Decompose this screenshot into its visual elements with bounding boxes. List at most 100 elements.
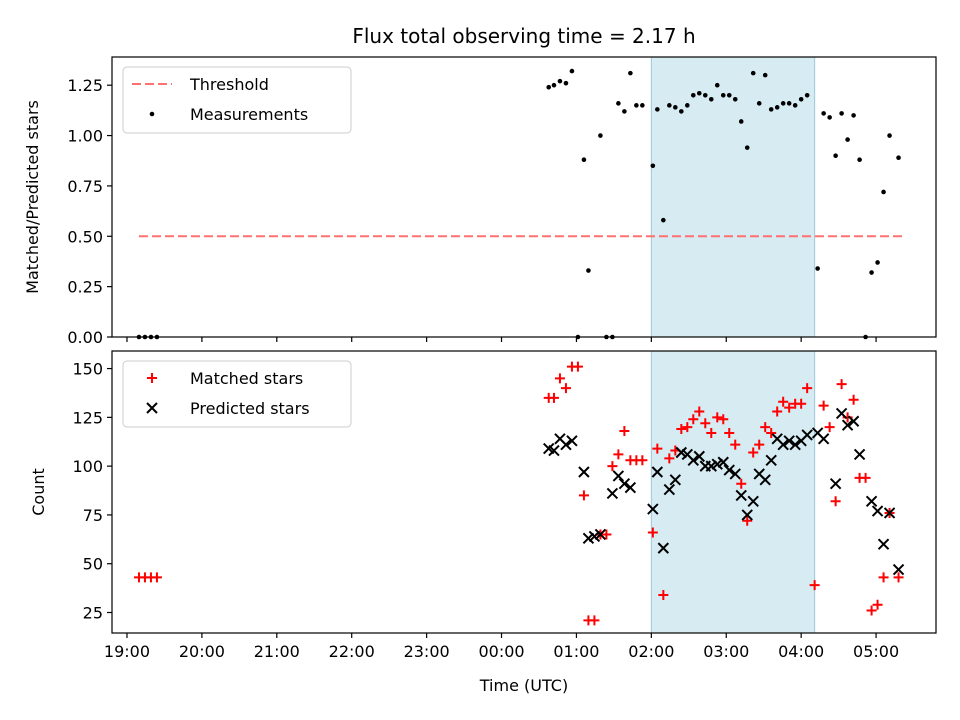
y-tick-label: 1.25 xyxy=(67,76,103,95)
matched-stars-marker xyxy=(778,396,789,407)
predicted-stars-marker xyxy=(618,477,631,490)
legend-matched-swatch xyxy=(147,373,157,383)
predicted-stars-marker xyxy=(566,435,578,447)
matched-stars-marker xyxy=(607,461,618,472)
matched-stars-marker xyxy=(748,447,759,458)
matched-stars-marker xyxy=(658,589,669,600)
measurement-point xyxy=(851,113,856,118)
predicted-stars-marker xyxy=(729,468,741,480)
matched-stars-marker xyxy=(724,427,735,438)
predicted-stars-marker xyxy=(606,487,619,500)
x-tick-label: 00:00 xyxy=(478,642,524,661)
measurement-point xyxy=(827,115,832,120)
predicted-stars-marker xyxy=(841,419,854,431)
predicted-stars-marker xyxy=(892,563,905,576)
x-tick-label: 22:00 xyxy=(329,642,375,661)
bottom-panel: 19:00 20:00 21:00 22:00 23:00 00:00 01:00 02:00… xyxy=(29,350,937,695)
predicted-stars-marker xyxy=(817,433,830,445)
x-axis-label: Time (UTC) xyxy=(479,676,568,695)
matched-stars-marker xyxy=(802,383,813,394)
matched-stars-marker xyxy=(700,418,711,429)
y-tick-label: 150 xyxy=(72,360,103,379)
matched-stars-marker xyxy=(712,412,723,423)
measurement-point xyxy=(720,92,726,98)
matched-stars-marker xyxy=(151,572,162,583)
measurement-point xyxy=(696,90,702,96)
predicted-stars-marker xyxy=(829,477,842,490)
measurement-point xyxy=(732,97,738,102)
legend-box xyxy=(122,360,352,428)
legend-label: Predicted stars xyxy=(190,399,310,418)
matched-stars-marker xyxy=(676,424,687,435)
y-tick-label: 75 xyxy=(83,506,103,525)
x-tick-label: 01:00 xyxy=(553,642,599,661)
y-tick-label: 25 xyxy=(83,604,103,623)
measurement-point xyxy=(690,92,696,98)
measurement-point xyxy=(768,107,774,112)
x-tick-label: 21:00 xyxy=(254,642,300,661)
predicted-stars-marker xyxy=(624,481,637,494)
measurement-point xyxy=(875,260,880,265)
measurement-point xyxy=(896,155,901,161)
matched-stars-marker xyxy=(560,383,571,394)
observing-span xyxy=(650,350,816,634)
y-tick-label: 50 xyxy=(83,555,103,574)
measurement-point xyxy=(798,97,804,102)
predicted-stars-marker xyxy=(657,542,670,554)
measurement-point xyxy=(586,268,591,273)
measurement-point xyxy=(804,92,810,98)
measurement-point xyxy=(661,217,666,223)
y-axis-label: Count xyxy=(29,468,48,516)
matched-stars-marker xyxy=(589,615,600,626)
matched-stars-marker xyxy=(736,478,747,489)
measurement-point xyxy=(702,92,708,98)
measurement-point xyxy=(750,70,756,76)
predicted-stars-marker xyxy=(663,483,676,496)
matched-stars-marker xyxy=(784,402,795,413)
matched-stars-marker xyxy=(730,439,741,450)
legend-box xyxy=(122,66,352,134)
predicted-stars-marker xyxy=(747,495,759,507)
matched-stars-marker xyxy=(554,373,565,384)
measurement-point xyxy=(581,157,587,163)
measurement-point xyxy=(679,109,684,114)
measurement-point xyxy=(557,78,563,84)
matched-stars-marker xyxy=(664,453,675,464)
predicted-stars-marker xyxy=(765,454,777,466)
matched-stars-marker xyxy=(893,572,904,583)
measurement-point xyxy=(546,84,552,90)
measurement-point xyxy=(714,82,720,88)
measurement-point xyxy=(634,103,639,108)
measurement-point xyxy=(569,68,575,74)
predicted-stars-marker xyxy=(717,456,729,468)
measurement-point xyxy=(815,266,820,271)
measurement-point xyxy=(792,103,798,108)
matched-stars-marker xyxy=(694,406,705,417)
matched-stars-marker xyxy=(766,427,777,438)
predicted-stars-marker xyxy=(578,466,590,478)
x-tick-label: 19:00 xyxy=(104,642,150,661)
y-tick-label: 1.00 xyxy=(67,127,103,146)
predicted-stars-marker xyxy=(877,538,890,550)
predicted-stars-marker xyxy=(612,470,625,482)
y-tick-label: 0.00 xyxy=(67,328,103,347)
measurement-point xyxy=(685,103,690,108)
predicted-stars-marker xyxy=(741,509,753,521)
measurement-point xyxy=(726,92,732,98)
measurement-point xyxy=(774,105,780,110)
matched-stars-marker xyxy=(572,361,583,372)
matched-stars-marker xyxy=(548,392,559,403)
legend-label: Threshold xyxy=(189,75,269,94)
matched-stars-marker xyxy=(688,414,699,425)
predicted-stars-marker xyxy=(777,438,789,451)
measurement-point xyxy=(857,157,862,163)
predicted-stars-marker xyxy=(759,474,771,486)
predicted-stars-marker xyxy=(801,429,813,441)
axes-frame xyxy=(111,56,937,338)
matched-stars-marker xyxy=(682,422,693,433)
matched-stars-marker xyxy=(796,398,807,409)
legend-predicted-swatch xyxy=(146,402,158,414)
predicted-stars-marker xyxy=(669,474,682,486)
predicted-stars-marker xyxy=(594,528,607,541)
measurement-point xyxy=(786,101,792,106)
